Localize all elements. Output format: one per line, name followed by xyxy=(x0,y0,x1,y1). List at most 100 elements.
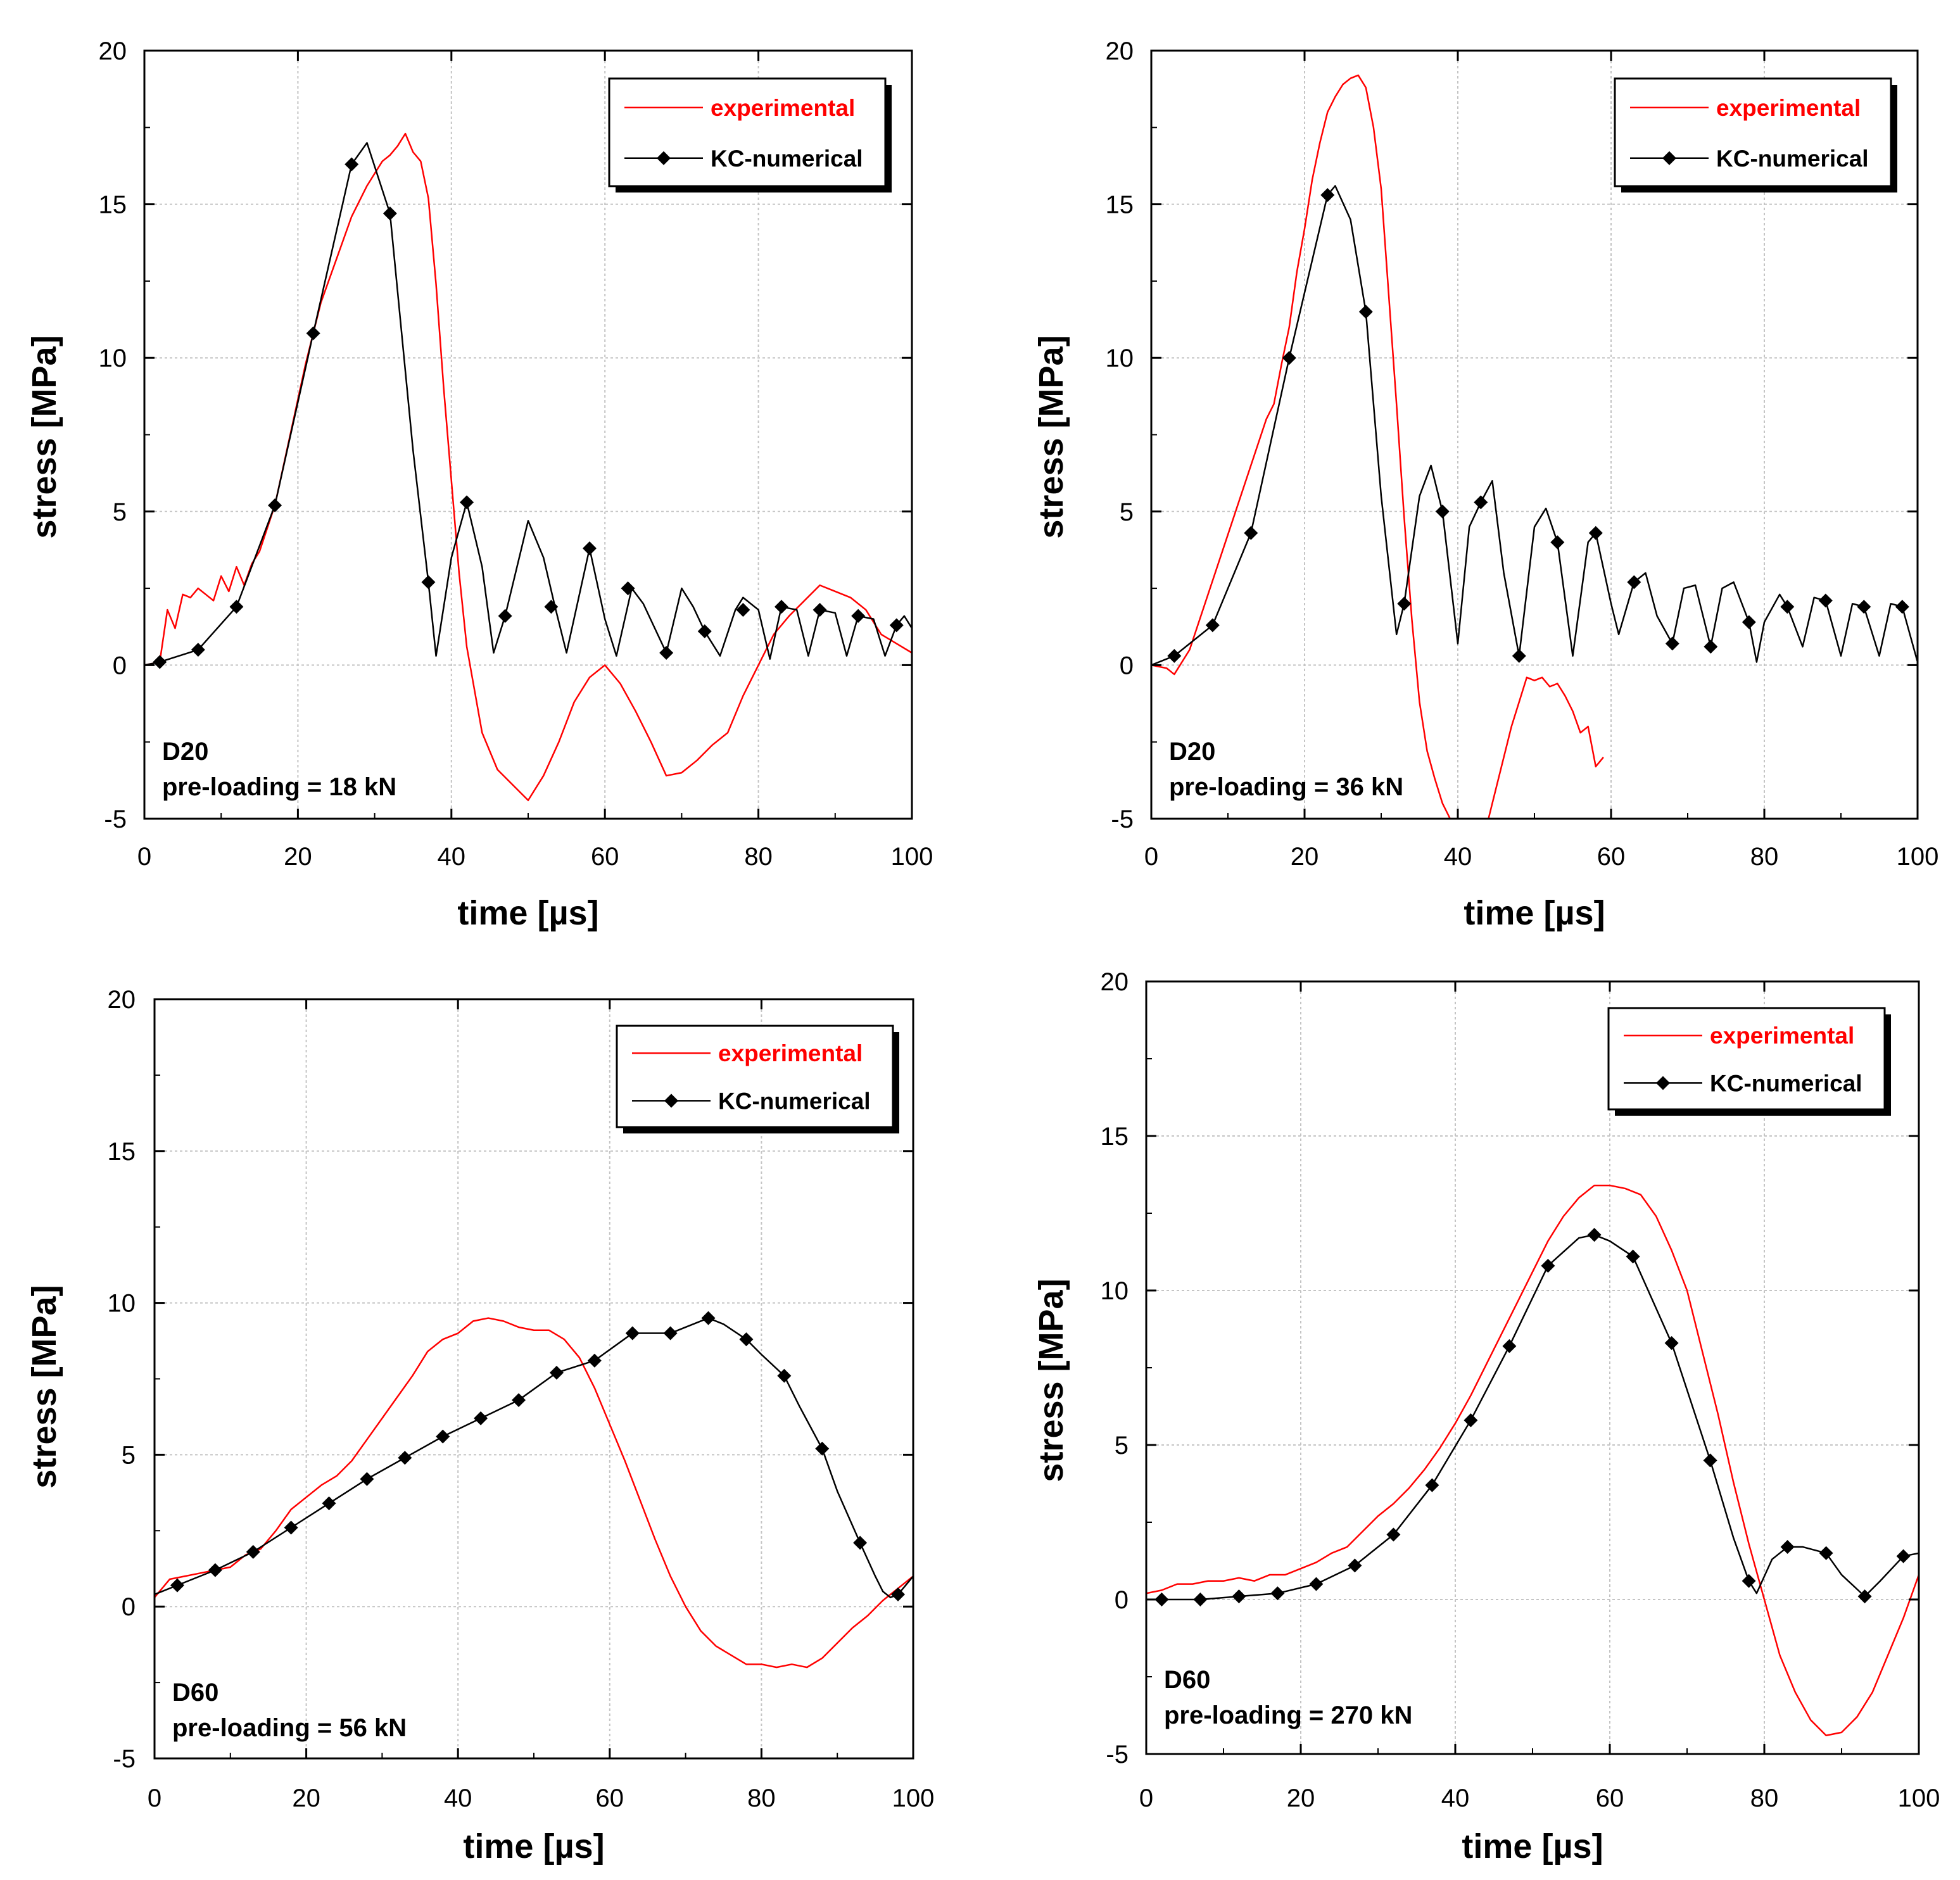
data-point-marker xyxy=(306,326,320,341)
data-point-marker xyxy=(1895,600,1909,614)
y-tick-label: 0 xyxy=(1115,1586,1129,1614)
x-tick-label: 40 xyxy=(444,1784,472,1812)
data-point-marker xyxy=(851,609,866,623)
x-tick-label: 100 xyxy=(1898,1784,1940,1812)
legend-box xyxy=(1614,77,1892,187)
y-tick-label: 5 xyxy=(1120,498,1134,526)
y-tick-label: 15 xyxy=(1101,1123,1129,1151)
legend: experimental KC-numerical xyxy=(616,1025,899,1133)
legend-label-numerical: KC-numerical xyxy=(1710,1070,1862,1096)
legend-marker-numerical xyxy=(664,1094,678,1108)
legend: experimental KC-numerical xyxy=(1607,1007,1891,1116)
preloading-label: pre-loading = 270 kN xyxy=(1164,1701,1412,1729)
data-point-marker xyxy=(621,581,635,596)
x-tick-label: 20 xyxy=(292,1784,320,1812)
experimental-line-segment xyxy=(1488,676,1604,819)
y-axis-title: stress [MPa] xyxy=(25,1285,63,1488)
data-point-marker xyxy=(498,609,512,623)
plot-area xyxy=(144,132,912,802)
specimen-label: D60 xyxy=(1164,1666,1210,1694)
data-point-marker xyxy=(549,1365,564,1380)
data-point-marker xyxy=(1309,1577,1324,1591)
x-tick-label: 0 xyxy=(1144,843,1158,871)
x-tick-label: 0 xyxy=(1139,1784,1153,1812)
data-point-marker xyxy=(889,618,904,633)
data-point-marker xyxy=(284,1520,298,1535)
numerical-line xyxy=(155,1317,913,1599)
x-tick-label: 20 xyxy=(1287,1784,1315,1812)
data-point-marker xyxy=(1397,596,1412,611)
x-tick-label: 20 xyxy=(284,843,312,871)
y-tick-label: 20 xyxy=(1101,968,1129,996)
y-tick-label: 5 xyxy=(122,1441,136,1469)
legend-box xyxy=(608,77,887,187)
experimental-line xyxy=(1151,74,1451,819)
x-tick-label: 60 xyxy=(591,843,619,871)
y-tick-label: -5 xyxy=(104,805,127,833)
data-point-marker xyxy=(460,495,474,510)
y-tick-label: 20 xyxy=(99,37,127,65)
data-point-marker xyxy=(1742,615,1756,629)
chart-panel-1: 0 20 40 60 80 100 -5 0 5 10 15 20 time [µs] stress [M… xyxy=(25,37,933,932)
numerical-line xyxy=(1151,185,1918,666)
data-point-marker xyxy=(322,1496,336,1511)
x-tick-label: 40 xyxy=(438,843,466,871)
data-point-marker xyxy=(1244,526,1258,540)
data-point-marker xyxy=(1512,648,1526,663)
legend-marker-numerical xyxy=(1662,151,1676,165)
plot-area xyxy=(155,1311,913,1669)
data-point-marker xyxy=(1474,495,1488,510)
data-point-marker xyxy=(474,1411,488,1425)
y-axis-title: stress [MPa] xyxy=(1032,335,1070,538)
x-tick-label: 0 xyxy=(148,1784,161,1812)
legend: experimental KC-numerical xyxy=(1614,77,1897,192)
x-tick-label: 0 xyxy=(137,843,151,871)
x-axis-title: time [µs] xyxy=(463,1827,604,1865)
x-tick-label: 80 xyxy=(744,843,773,871)
chart-panel-3: 0 20 40 60 80 100 -5 0 5 10 15 20 time [µs] stress [M… xyxy=(25,986,934,1865)
legend-box xyxy=(1607,1007,1886,1111)
data-point-marker xyxy=(1167,648,1182,663)
data-point-marker xyxy=(1627,575,1641,590)
data-point-marker xyxy=(1742,1574,1756,1588)
plot-area xyxy=(1151,74,1918,819)
data-point-marker xyxy=(1896,1549,1911,1563)
legend-box xyxy=(616,1025,894,1128)
x-axis-title: time [µs] xyxy=(457,894,598,932)
x-tick-label: 80 xyxy=(1750,843,1779,871)
data-point-marker xyxy=(360,1472,374,1486)
y-tick-label: 10 xyxy=(1106,344,1134,372)
plot-area xyxy=(1146,1184,1919,1736)
legend-label-numerical: KC-numerical xyxy=(1716,146,1869,172)
x-tick-label: 60 xyxy=(1596,1784,1624,1812)
experimental-line xyxy=(1146,1184,1919,1736)
data-point-marker xyxy=(1818,593,1833,608)
y-tick-label: 20 xyxy=(1106,37,1134,65)
x-tick-label: 80 xyxy=(1750,1784,1779,1812)
data-point-marker xyxy=(191,643,205,657)
data-point-marker xyxy=(1232,1589,1246,1604)
data-point-marker xyxy=(625,1326,640,1341)
legend: experimental KC-numerical xyxy=(608,77,892,192)
data-point-marker xyxy=(1464,1413,1478,1427)
x-axis-title: time [µs] xyxy=(1462,1827,1603,1865)
data-point-marker xyxy=(1320,188,1335,203)
data-point-marker xyxy=(777,1368,792,1383)
legend-label-numerical: KC-numerical xyxy=(711,146,863,172)
legend-marker-numerical xyxy=(1656,1076,1670,1090)
data-point-marker xyxy=(1193,1593,1208,1606)
y-axis-title: stress [MPa] xyxy=(25,335,63,538)
y-axis-title: stress [MPa] xyxy=(1032,1278,1070,1482)
data-point-marker xyxy=(345,157,359,172)
data-point-marker xyxy=(853,1536,868,1550)
experimental-line xyxy=(155,1317,913,1669)
data-point-marker xyxy=(246,1544,260,1559)
data-point-marker xyxy=(1154,1593,1169,1606)
data-point-marker xyxy=(812,603,827,617)
x-tick-label: 40 xyxy=(1441,1784,1470,1812)
y-tick-label: 0 xyxy=(1120,652,1134,679)
data-point-marker xyxy=(774,600,788,614)
x-axis-title: time [µs] xyxy=(1464,894,1605,932)
y-tick-label: 0 xyxy=(113,652,127,679)
